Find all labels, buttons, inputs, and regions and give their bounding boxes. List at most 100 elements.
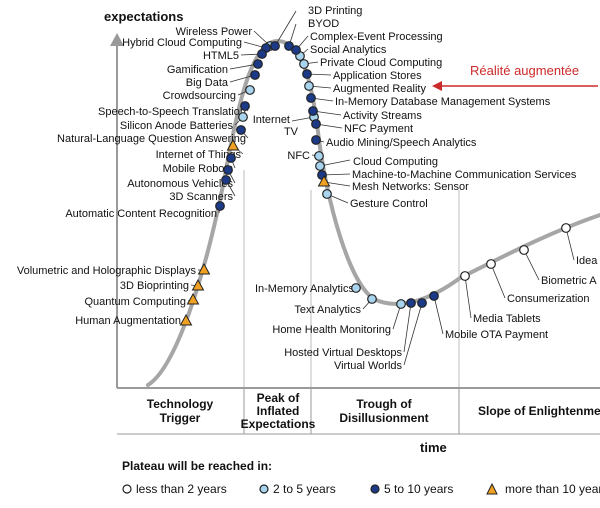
marker-orange-human-augmentation — [179, 313, 193, 326]
marker-lightblue-silicon-anode-batteries — [238, 112, 248, 122]
point-label-in-memory-analytics: In-Memory Analytics — [255, 283, 355, 295]
leader-line — [523, 249, 540, 281]
marker-darkblue-complex-event-processing — [291, 45, 301, 55]
marker-lightblue-in-memory-analytics — [351, 283, 361, 293]
legend-item-label: more than 10 years — [505, 482, 600, 496]
marker-white-biometric-a — [519, 245, 529, 255]
point-label-wireless-power: Wireless Power — [176, 26, 253, 38]
point-label-media-tablets: Media Tablets — [473, 313, 541, 325]
legend-marker-darkblue — [370, 484, 380, 494]
phase-labels: Technology Trigger Peak of Inflated Expe… — [147, 391, 600, 431]
point-label-big-data: Big Data — [186, 77, 229, 89]
marker-orange-mesh-networks-sensor — [317, 174, 331, 187]
marker-lightblue-home-health-monitoring — [396, 299, 406, 309]
legend-marker-white — [122, 484, 132, 494]
y-axis-title: expectations — [104, 9, 183, 24]
marker-lightblue-augmented-reality — [304, 81, 314, 91]
leader-line — [433, 295, 444, 335]
point-label-hybrid-cloud-computing: Hybrid Cloud Computing — [122, 37, 242, 49]
leader-line — [403, 302, 423, 366]
point-label-social-analytics: Social Analytics — [310, 44, 387, 56]
marker-darkblue-speech-to-speech-translation — [240, 101, 250, 111]
point-label-cloud-computing: Cloud Computing — [353, 156, 438, 168]
point-label-html5: HTML5 — [203, 50, 239, 62]
annotation-arrow-icon — [432, 81, 442, 91]
marker-darkblue-autonomous-vehicles — [223, 165, 233, 175]
leader-line — [565, 227, 575, 261]
marker-white-idea — [561, 223, 571, 233]
phase-label: Inflated — [257, 404, 300, 418]
leader-line — [274, 10, 297, 47]
leader-line — [403, 302, 412, 353]
marker-white-consumerization — [486, 259, 496, 269]
marker-lightblue-crowdsourcing — [245, 85, 255, 95]
phase-label: Technology — [147, 397, 214, 411]
legend-item-label: less than 2 years — [136, 482, 227, 496]
marker-darkblue-html5 — [257, 49, 267, 59]
marker-orange-internet-of-things — [226, 138, 240, 151]
phase-label: Slope of Enlightenment — [478, 404, 600, 418]
point-label-natural-language-question-answering: Natural-Language Question Answering — [57, 133, 246, 145]
marker-darkblue-virtual-worlds — [417, 298, 427, 308]
phase-label: Peak of — [257, 391, 301, 405]
point-label-mobile-robots: Mobile Robots — [163, 163, 234, 175]
point-label-application-stores: Application Stores — [333, 70, 422, 82]
leader-line — [464, 275, 472, 319]
leader-line — [323, 181, 351, 187]
legend-marker-lightblue — [259, 484, 269, 494]
marker-darkblue-in-memory-database-management-systems — [306, 93, 316, 103]
phase-label: Trough of — [356, 397, 412, 411]
phase-label: Disillusionment — [339, 411, 428, 425]
point-label-home-health-monitoring: Home Health Monitoring — [272, 324, 391, 336]
marker-lightblue-text-analytics — [367, 294, 377, 304]
point-label-quantum-computing: Quantum Computing — [85, 296, 187, 308]
point-label-text-analytics: Text Analytics — [294, 304, 361, 316]
point-label-augmented-reality: Augmented Reality — [333, 83, 426, 95]
marker-lightblue-nfc — [314, 151, 324, 161]
point-label-3d-bioprinting: 3D Bioprinting — [120, 280, 189, 292]
marker-white-media-tablets — [460, 271, 470, 281]
phase-label: Trigger — [160, 411, 201, 425]
point-label-human-augmentation: Human Augmentation — [75, 315, 181, 327]
y-axis-arrow-icon — [110, 33, 124, 46]
marker-lightblue-cloud-computing — [315, 161, 325, 171]
point-label-automatic-content-recognition: Automatic Content Recognition — [65, 208, 217, 220]
marker-darkblue-3d-scanners — [221, 175, 231, 185]
x-axis-title: time — [420, 440, 447, 455]
point-label-mesh-networks-sensor: Mesh Networks: Sensor — [352, 181, 469, 193]
point-label-nfc: NFC — [287, 150, 310, 162]
marker-darkblue-audio-mining-speech-analytics — [311, 135, 321, 145]
marker-darkblue-activity-streams — [308, 106, 318, 116]
point-label-silicon-anode-batteries: Silicon Anode Batteries — [120, 120, 234, 132]
point-label-idea: Idea — [576, 255, 598, 267]
point-label-gamification: Gamification — [167, 64, 228, 76]
legend-title: Plateau will be reached in: — [122, 459, 272, 473]
point-label-volumetric-and-holographic-displays: Volumetric and Holographic Displays — [17, 265, 197, 277]
point-label-speech-to-speech-translation: Speech-to-Speech Translation — [98, 106, 246, 118]
marker-orange-quantum-computing — [186, 292, 200, 305]
leader-line — [319, 159, 351, 167]
marker-lightblue-private-cloud-computing — [299, 59, 309, 69]
point-label-private-cloud-computing: Private Cloud Computing — [320, 57, 442, 69]
marker-orange-volumetric-and-holographic-displays — [197, 262, 211, 275]
point-label-crowdsourcing: Crowdsourcing — [163, 90, 236, 102]
marker-darkblue-automatic-content-recognition — [215, 201, 225, 211]
point-label-consumerization: Consumerization — [507, 293, 590, 305]
phase-label: Expectations — [241, 417, 316, 431]
marker-darkblue-gamification — [253, 59, 263, 69]
marker-darkblue-nfc-payment — [311, 119, 321, 129]
marker-darkblue-3d-printing — [270, 41, 280, 51]
point-label-hosted-virtual-desktops: Hosted Virtual Desktops — [284, 347, 402, 359]
marker-darkblue-natural-language-question-answering — [236, 125, 246, 135]
marker-darkblue-big-data — [250, 70, 260, 80]
annotation-realite-augmentee: Réalité augmentée — [470, 63, 579, 78]
point-label-autonomous-vehicles: Autonomous Vehicles — [127, 178, 233, 190]
point-label-biometric-a: Biometric A — [541, 275, 597, 287]
legend-item-label: 5 to 10 years — [384, 482, 453, 496]
marker-lightblue-gesture-control — [322, 189, 332, 199]
point-label-internet-tv: Internet TV — [253, 114, 299, 138]
point-label-internet-of-things: Internet of Things — [156, 149, 242, 161]
point-label-3d-printing: 3D Printing — [308, 5, 362, 17]
marker-darkblue-hosted-virtual-desktops — [406, 298, 416, 308]
